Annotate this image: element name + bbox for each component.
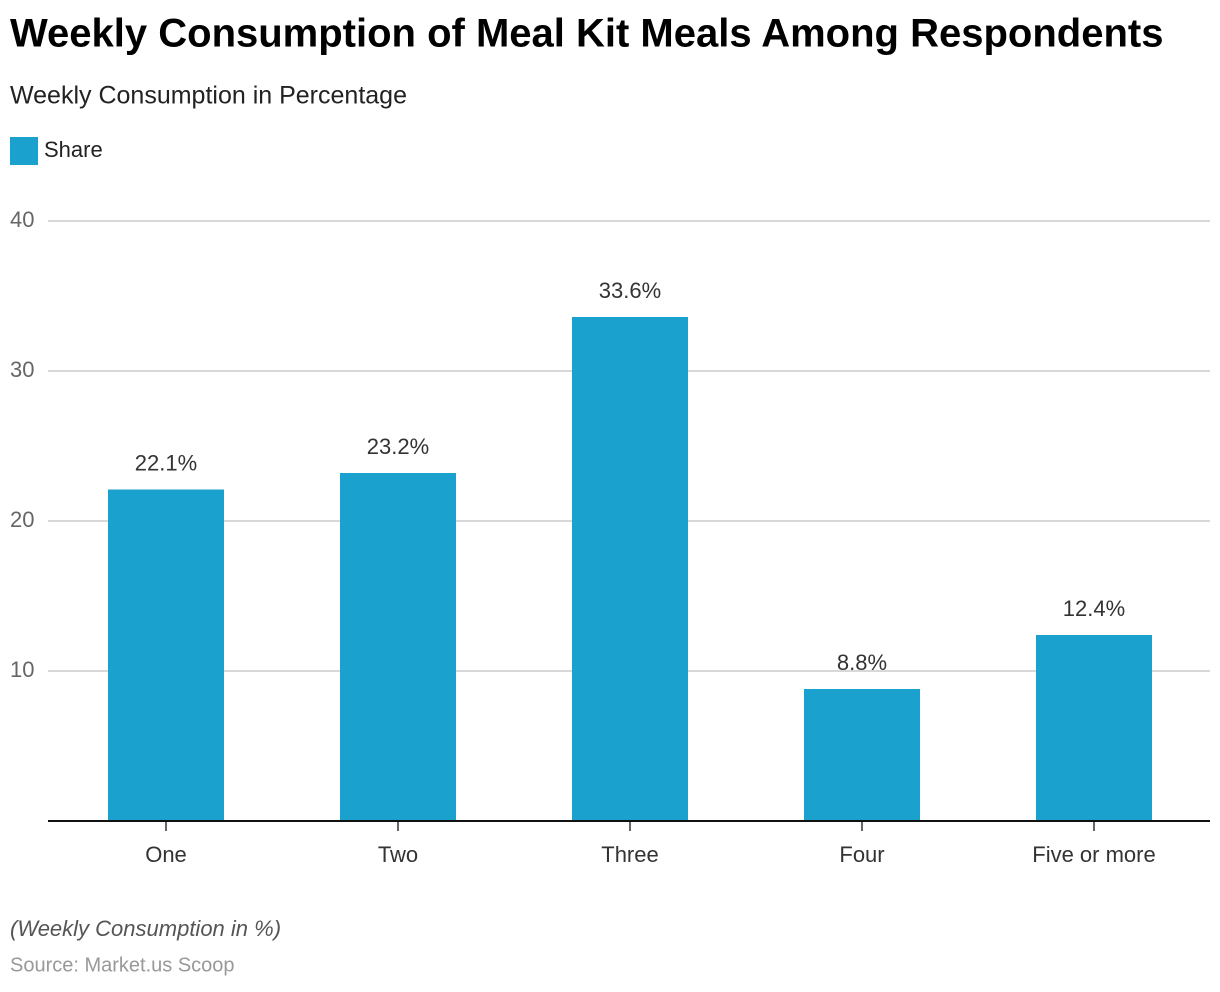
legend-swatch bbox=[10, 137, 38, 165]
x-tick-label: Two bbox=[378, 842, 418, 867]
chart-source: Source: Market.us Scoop bbox=[10, 954, 235, 976]
legend-label: Share bbox=[44, 137, 103, 162]
x-tick-label: Four bbox=[839, 842, 884, 867]
y-tick-label: 40 bbox=[10, 207, 34, 232]
chart-title: Weekly Consumption of Meal Kit Meals Amo… bbox=[10, 12, 1163, 56]
bar bbox=[804, 689, 920, 821]
value-label: 23.2% bbox=[367, 434, 429, 459]
bar bbox=[1036, 635, 1152, 821]
x-tick-label: Five or more bbox=[1032, 842, 1155, 867]
bar bbox=[572, 317, 688, 821]
y-tick-label: 10 bbox=[10, 657, 34, 682]
chart-subtitle: Weekly Consumption in Percentage bbox=[10, 82, 407, 110]
value-label: 22.1% bbox=[135, 450, 197, 475]
value-label: 33.6% bbox=[599, 278, 661, 303]
y-tick-label: 30 bbox=[10, 357, 34, 382]
bar bbox=[340, 473, 456, 821]
value-label: 12.4% bbox=[1063, 596, 1125, 621]
x-tick-label: Three bbox=[601, 842, 658, 867]
bar bbox=[108, 489, 224, 821]
value-label: 8.8% bbox=[837, 650, 887, 675]
x-tick-label: One bbox=[145, 842, 187, 867]
y-tick-label: 20 bbox=[10, 507, 34, 532]
chart-note: (Weekly Consumption in %) bbox=[10, 916, 281, 941]
